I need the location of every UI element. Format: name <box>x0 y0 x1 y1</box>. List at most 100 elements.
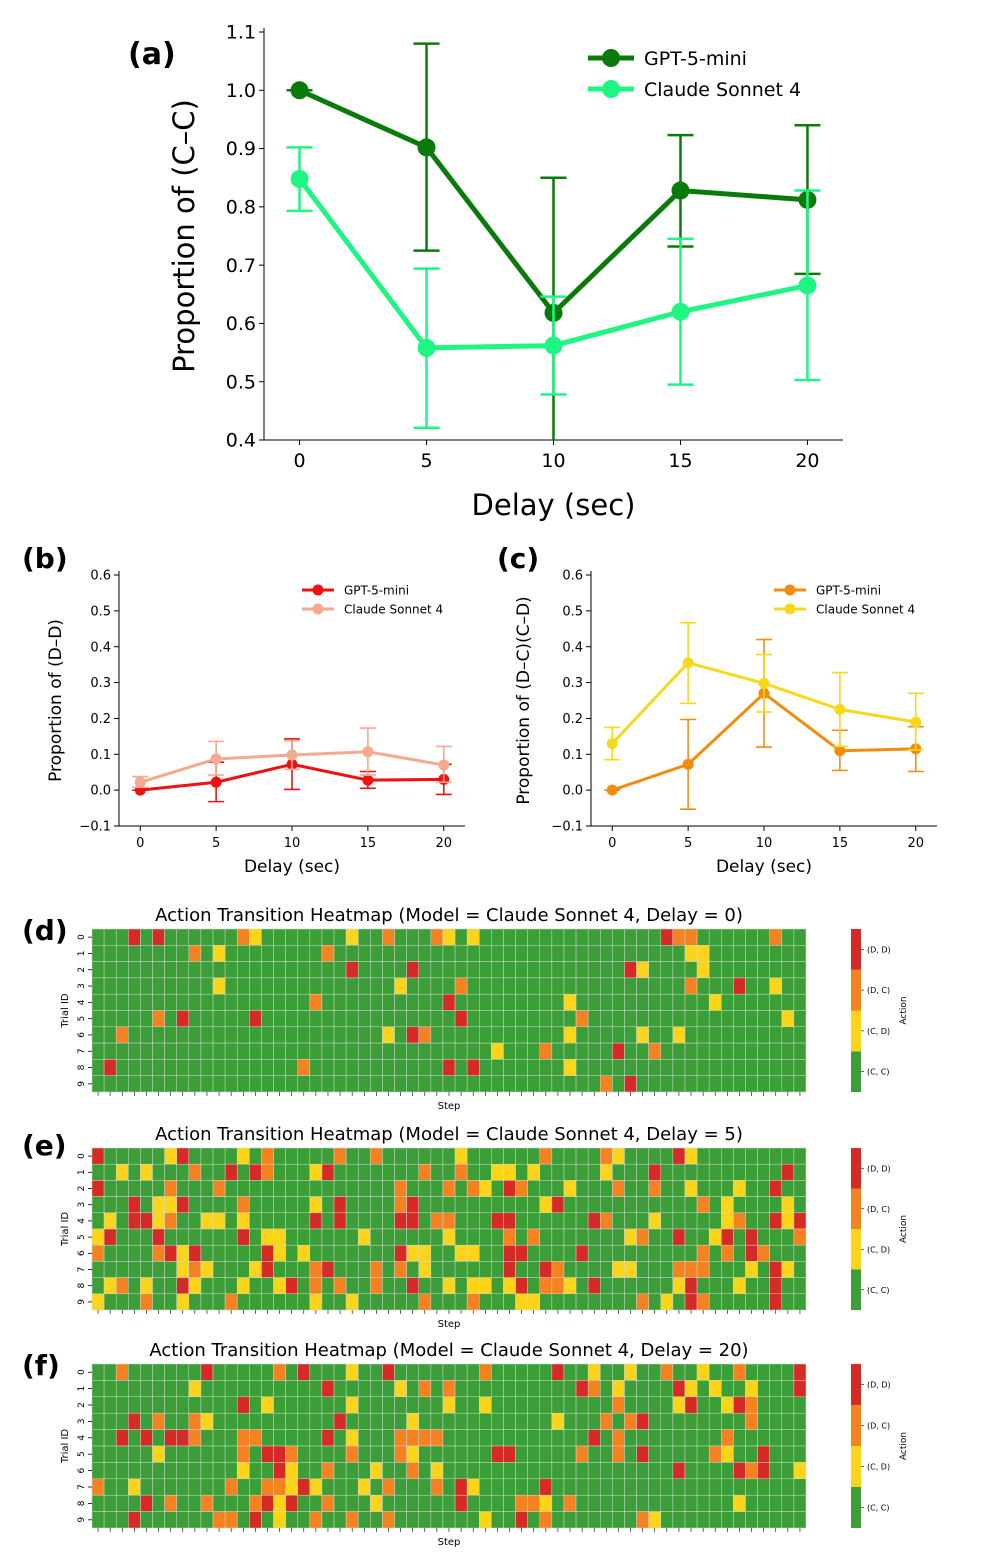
heatmap-cell <box>612 1412 625 1430</box>
heatmap-cell <box>781 1478 795 1496</box>
heatmap-cell <box>273 1042 286 1060</box>
heatmap-cell <box>745 1180 758 1197</box>
heatmap-cell <box>454 961 468 979</box>
heatmap-cell <box>684 1042 698 1060</box>
heatmap-cell <box>224 1445 238 1463</box>
heatmap-cell <box>527 1075 541 1093</box>
colorbar-segment <box>851 1010 861 1052</box>
heatmap-cell <box>418 928 432 946</box>
heatmap-cell <box>466 977 480 995</box>
heatmap-cell <box>345 1429 359 1447</box>
legend-label: GPT-5-mini <box>816 583 881 597</box>
heatmap-cell <box>503 1042 516 1060</box>
heatmap-cell <box>539 961 553 979</box>
heatmap-cell <box>539 1396 553 1414</box>
heatmap-cell <box>672 1478 686 1496</box>
heatmap-cell <box>684 1261 698 1278</box>
heatmap-cell <box>164 1180 177 1197</box>
heatmap-cell <box>624 1026 637 1044</box>
x-tick-label: 15 <box>668 450 692 472</box>
heatmap-cell <box>466 1075 480 1093</box>
x-axis-label: Delay (sec) <box>716 857 812 877</box>
heatmap-cell <box>442 1147 456 1165</box>
heatmap-cell <box>769 1228 783 1246</box>
x-tick-label: 10 <box>756 836 773 851</box>
heatmap-cell <box>321 1511 335 1529</box>
heatmap-cell <box>757 1396 770 1414</box>
heatmap-cell <box>491 1244 504 1262</box>
heatmap-cell <box>527 945 541 962</box>
heatmap-cell <box>684 1026 698 1044</box>
heatmap-cell <box>382 1010 395 1028</box>
heatmap-cell <box>140 1163 153 1181</box>
heatmap-cell <box>660 1396 674 1414</box>
heatmap-cell <box>515 1228 528 1246</box>
heatmap-cell <box>236 993 250 1011</box>
heatmap-cell <box>357 1380 371 1398</box>
heatmap-cell <box>527 1396 541 1414</box>
heatmap-cell <box>539 1042 553 1060</box>
heatmap-cell <box>479 1412 492 1430</box>
heatmap-cell <box>370 1059 383 1076</box>
heatmap-cell <box>273 1212 286 1230</box>
heatmap-cell <box>128 1293 141 1311</box>
heatmap-cell <box>297 1293 311 1311</box>
heatmap-cell <box>575 1180 589 1197</box>
heatmap-cell <box>394 1412 407 1430</box>
y-tick-label: 0.5 <box>226 371 256 393</box>
heatmap-cell <box>696 1059 710 1076</box>
heatmap-cell <box>321 1059 335 1076</box>
colorbar-segment <box>851 1148 861 1189</box>
heatmap-cell <box>757 1261 770 1278</box>
data-point <box>210 753 222 765</box>
data-point <box>417 138 436 157</box>
heatmap-cell <box>103 1396 117 1414</box>
heatmap-cell <box>684 1228 698 1246</box>
heatmap-cell <box>600 977 613 995</box>
heatmap-cell <box>769 1396 783 1414</box>
legend-marker <box>784 603 796 615</box>
heatmap-cell <box>406 1445 419 1463</box>
heatmap-cell <box>382 1196 395 1214</box>
heatmap-cell <box>273 1396 286 1414</box>
row-label: 7 <box>77 1267 87 1273</box>
heatmap-cell <box>418 1228 432 1246</box>
heatmap-cell <box>430 1042 444 1060</box>
colorbar-label: (C, D) <box>867 1245 890 1254</box>
heatmap-cell <box>297 1429 311 1447</box>
heatmap-cell <box>115 1010 129 1028</box>
heatmap-cell <box>757 1026 770 1044</box>
heatmap-cell <box>152 1429 165 1447</box>
heatmap-cell <box>781 1212 795 1230</box>
heatmap-cell <box>273 1363 286 1381</box>
heatmap-cell <box>696 1462 710 1480</box>
heatmap-cell <box>370 1396 383 1414</box>
heatmap-cell <box>563 1478 577 1496</box>
heatmap-cell <box>261 1026 274 1044</box>
heatmap-cell <box>684 1293 698 1311</box>
heatmap-cell <box>503 1244 516 1262</box>
heatmap-cell <box>297 1511 311 1529</box>
heatmap-cell <box>103 961 117 979</box>
heatmap-cell <box>430 1026 444 1044</box>
heatmap-cell <box>648 1010 662 1028</box>
heatmap-cell <box>140 928 153 946</box>
heatmap-cell <box>781 1147 795 1165</box>
panel-label: (a) <box>128 37 176 72</box>
heatmap-cell <box>261 1147 274 1165</box>
heatmap-cell <box>684 1075 698 1093</box>
heatmap-cell <box>273 1293 286 1311</box>
heatmap-cell <box>200 977 214 995</box>
heatmap-cell <box>261 1075 274 1093</box>
heatmap-cell <box>733 1462 746 1480</box>
heatmap-cell <box>406 1147 419 1165</box>
heatmap-cell <box>454 1147 468 1165</box>
heatmap-cell <box>236 1277 250 1295</box>
heatmap-cell <box>793 1147 807 1165</box>
heatmap-cell <box>648 1147 662 1165</box>
heatmap-cell <box>466 1396 480 1414</box>
heatmap-cell <box>176 993 190 1011</box>
x-tick-label: 10 <box>284 836 301 851</box>
heatmap-cell <box>624 993 637 1011</box>
data-point <box>682 758 694 770</box>
